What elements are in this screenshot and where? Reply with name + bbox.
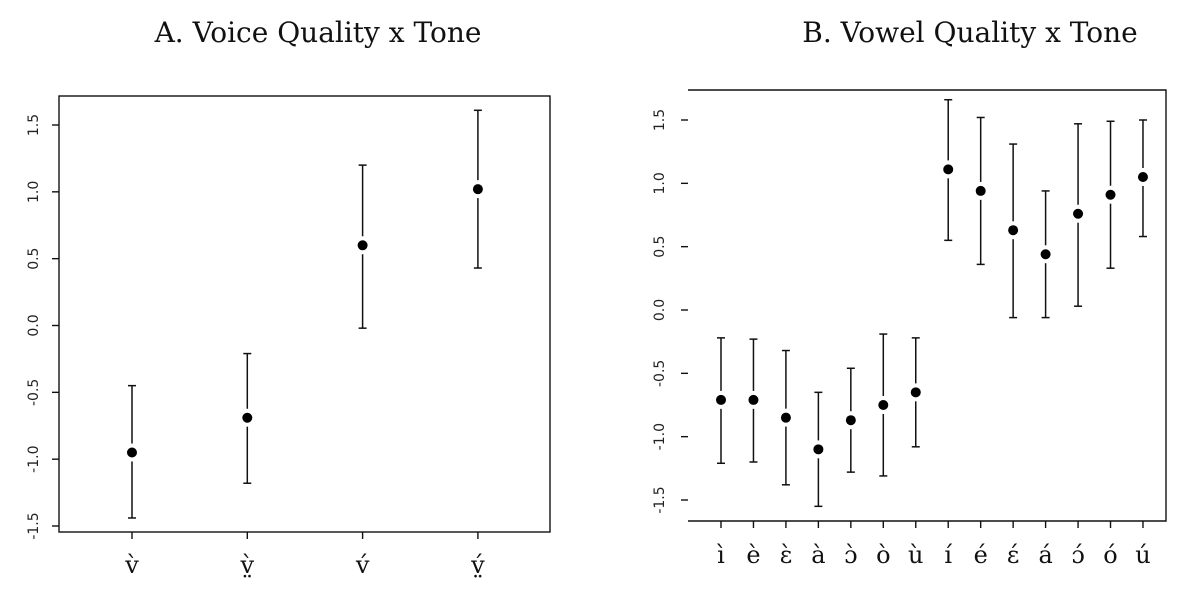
panel-b-plot-box: [688, 89, 1167, 522]
panel-a: A. Voice Quality x Tone -1.5 -1.0 -0.5 0.0 0…: [26, 16, 551, 579]
x-category-label: è: [746, 541, 760, 569]
x-category-label: ɛ̀: [780, 541, 792, 569]
panel-a-title: A. Voice Quality x Tone: [154, 16, 482, 49]
x-category-label: ó: [1103, 541, 1117, 569]
y-tick-label: -1.5: [26, 512, 42, 539]
data-point: [1040, 249, 1051, 260]
data-point: [780, 412, 791, 423]
panel-a-plot-box: [58, 95, 551, 533]
x-category-label: ɛ́: [1007, 541, 1019, 569]
x-category-label: é: [974, 541, 988, 569]
x-category-label: v̀: [124, 551, 139, 579]
data-point: [878, 400, 889, 410]
x-category-label: v̤́: [470, 551, 485, 579]
x-category-label: ú: [1135, 541, 1150, 569]
y-tick-label: -1.0: [26, 446, 42, 473]
y-tick-label: -0.5: [652, 360, 668, 387]
x-category-label: v̤̀: [240, 551, 255, 579]
panel-b-y-axis: -1.5 -1.0 -0.5 0.0 0.5 1.0 1.5: [652, 109, 688, 514]
data-point: [748, 394, 759, 405]
panel-a-y-axis: -1.5 -1.0 -0.5 0.0 0.5 1.0 1.5: [26, 114, 59, 540]
data-point: [943, 164, 954, 175]
x-category-label: í: [944, 541, 952, 569]
y-tick-label: 1.5: [652, 109, 668, 131]
y-tick-label: -1.5: [652, 486, 668, 513]
x-category-label: ɔ́: [1071, 541, 1084, 569]
data-point: [1073, 208, 1084, 219]
y-tick-label: -1.0: [652, 423, 668, 450]
data-point: [357, 240, 368, 251]
data-point: [975, 185, 986, 196]
data-point: [813, 444, 824, 455]
data-point: [716, 394, 726, 405]
data-point: [127, 447, 137, 458]
y-tick-label: 0.5: [652, 236, 668, 258]
y-tick-label: -0.5: [26, 379, 42, 406]
x-category-label: ɔ̀: [844, 541, 857, 569]
data-point: [1105, 189, 1116, 200]
y-tick-label: 1.0: [652, 172, 668, 194]
x-category-label: ì: [716, 541, 725, 569]
y-tick-label: 0.0: [652, 299, 668, 321]
panel-a-marks: [123, 109, 487, 519]
data-point: [472, 184, 483, 195]
panel-b-x-axis: ì è ɛ̀ à ɔ̀ ò ù í é ɛ́ á ɔ́ ó ú: [716, 521, 1151, 569]
data-point: [845, 415, 856, 426]
data-point: [1137, 172, 1148, 182]
panel-b: B. Vowel Quality x Tone -1.5 -1.0 -0.5 0.0 0…: [652, 16, 1167, 569]
x-category-label: v́: [355, 551, 370, 579]
y-tick-label: 0.0: [26, 314, 42, 336]
data-point: [910, 387, 921, 398]
x-category-label: á: [1038, 541, 1052, 569]
data-point: [242, 412, 253, 423]
x-category-label: ò: [876, 541, 890, 569]
y-tick-label: 0.5: [26, 248, 42, 270]
panel-b-marks: [712, 98, 1152, 508]
x-category-label: ù: [908, 541, 923, 569]
y-tick-label: 1.0: [26, 181, 42, 203]
panel-b-title: B. Vowel Quality x Tone: [802, 16, 1138, 49]
x-category-label: à: [811, 541, 825, 569]
data-point: [1008, 225, 1019, 236]
y-tick-label: 1.5: [26, 114, 42, 136]
panel-a-x-axis: v̀ v̤̀ v́ v̤́: [124, 532, 485, 579]
